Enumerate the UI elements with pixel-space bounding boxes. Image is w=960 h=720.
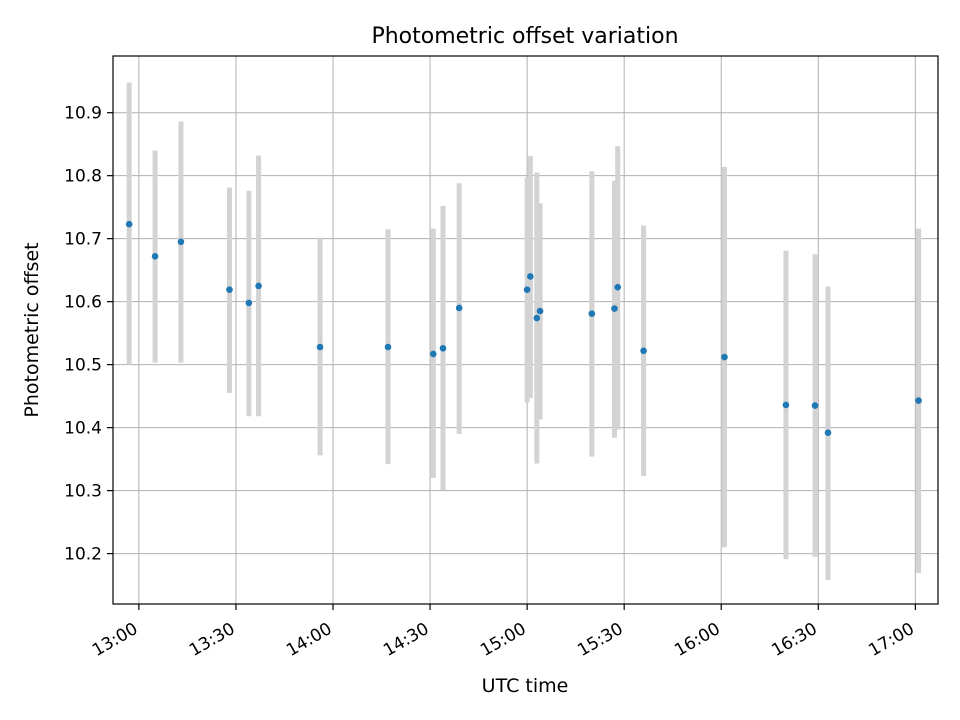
y-tick-label: 10.2 (64, 545, 102, 565)
grid (113, 56, 938, 604)
data-point (439, 344, 447, 352)
x-axis-label: UTC time (482, 675, 569, 697)
data-point (527, 273, 534, 280)
data-point (125, 220, 133, 228)
data-point (588, 310, 596, 317)
data-point (915, 397, 922, 404)
data-point (523, 286, 531, 293)
data-point (782, 401, 790, 409)
data-point (533, 314, 541, 322)
data-point (614, 283, 622, 291)
data-point (151, 253, 159, 260)
y-axis: 10.2 10.3 10.4 10.5 10.6 10.7 10.8 10.9 (64, 104, 113, 565)
y-tick-label: 10.3 (64, 482, 102, 502)
y-tick-label: 10.7 (64, 230, 102, 250)
data-point (226, 286, 233, 293)
y-tick-label: 10.6 (64, 293, 102, 313)
data-point (455, 304, 463, 312)
data-point (536, 307, 544, 315)
data-point (255, 282, 262, 290)
chart-title: Photometric offset variation (371, 24, 678, 49)
data-point (811, 402, 819, 409)
plot-frame (112, 55, 939, 605)
data-point (611, 305, 618, 312)
data-point (384, 343, 392, 351)
y-tick-label: 10.4 (64, 419, 102, 439)
data-point (640, 347, 647, 355)
y-tick-label: 10.9 (64, 104, 102, 124)
data-point (429, 350, 437, 358)
data-point (824, 429, 832, 436)
data-point (177, 238, 185, 246)
data-point (316, 343, 324, 351)
y-axis-label: Photometric offset (21, 242, 43, 417)
y-tick-label: 10.8 (64, 167, 102, 187)
y-tick-label: 10.5 (64, 356, 102, 376)
data-points (125, 220, 922, 436)
data-point (245, 299, 253, 307)
data-point (721, 353, 728, 361)
